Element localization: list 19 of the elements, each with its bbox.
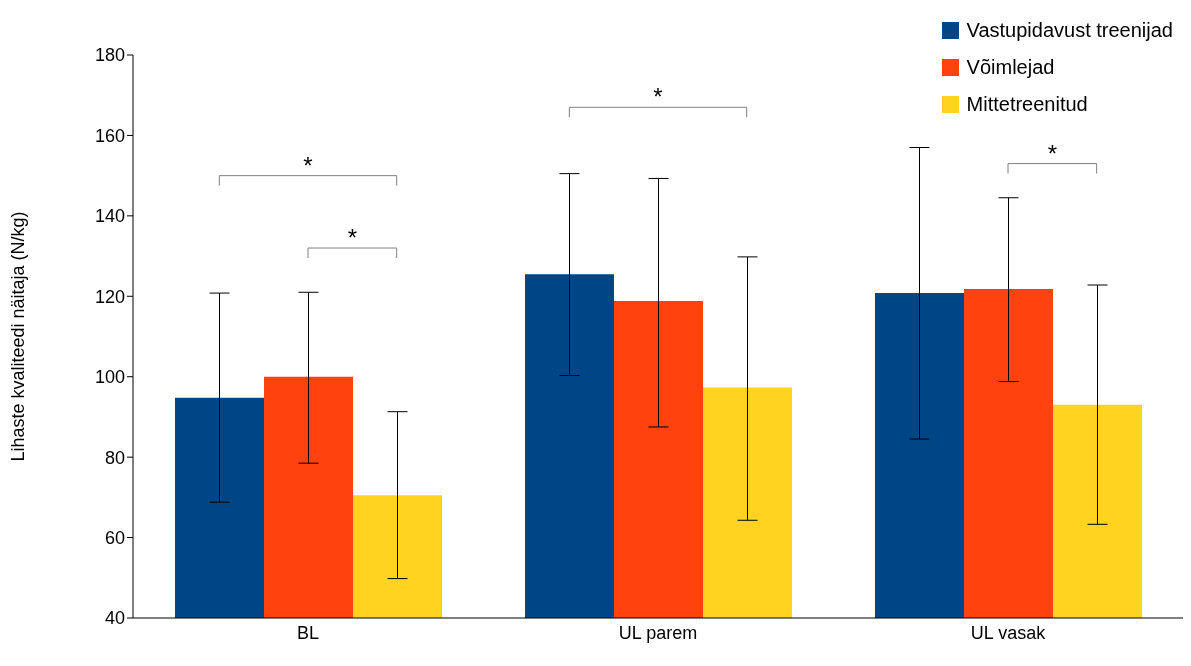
- y-tick-label: 160: [94, 125, 125, 146]
- annotation: *: [347, 224, 358, 252]
- y-tick-label: 100: [94, 367, 125, 388]
- y-tick-label: 140: [94, 206, 125, 227]
- legend-label: Võimlejad: [966, 55, 1055, 80]
- legend-label: Mittetreenitud: [966, 92, 1088, 117]
- y-tick-label: 40: [104, 608, 125, 629]
- y-tick-label: 60: [104, 527, 125, 548]
- x-tick-label: BL: [296, 622, 320, 643]
- y-tick-label: 120: [94, 286, 125, 307]
- y-tick-label: 80: [104, 447, 125, 468]
- x-tick-label: UL parem: [618, 622, 698, 643]
- y-axis-title: Lihaste kvaliteedi näitaja (N/kg): [8, 211, 29, 462]
- legend-label: Vastupidavust treenijad: [966, 18, 1173, 43]
- x-tick-label: UL vasak: [970, 622, 1047, 643]
- annotation: *: [1047, 139, 1058, 167]
- annotation: *: [653, 83, 663, 111]
- y-tick-label: 180: [94, 45, 125, 66]
- annotation: *: [303, 151, 313, 179]
